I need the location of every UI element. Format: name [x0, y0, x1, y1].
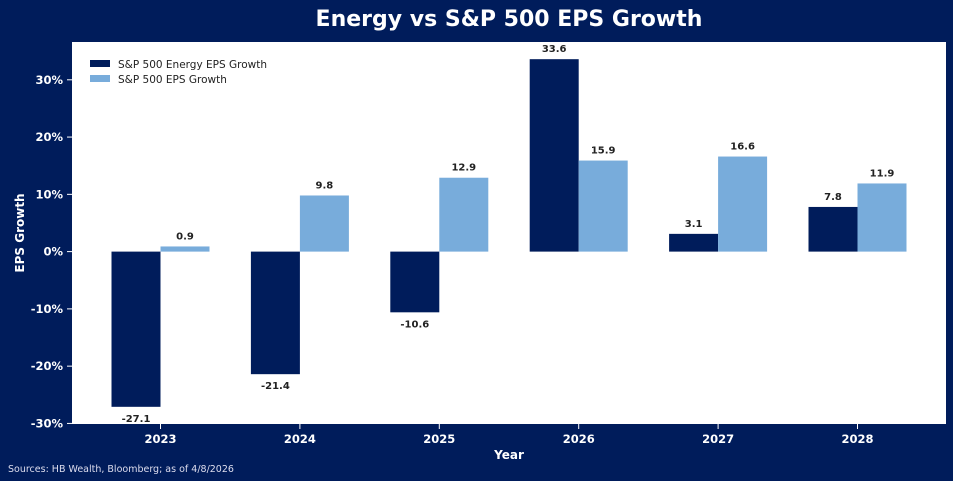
data-label: 3.1 — [685, 219, 703, 230]
bar-sp500-2025 — [439, 177, 489, 252]
bar-energy-2027 — [669, 233, 719, 252]
x-tick-label: 2024 — [284, 432, 316, 446]
bar-sp500-2027 — [718, 156, 768, 252]
y-tick-label: -20% — [31, 359, 64, 373]
legend: S&P 500 Energy EPS Growth S&P 500 EPS Gr… — [90, 59, 267, 86]
y-axis-label: EPS Growth — [13, 193, 27, 272]
bar-sp500-2028 — [857, 183, 907, 252]
data-label: 12.9 — [451, 163, 476, 174]
bar-energy-2024 — [250, 251, 300, 375]
x-tick-label: 2025 — [423, 432, 455, 446]
x-axis-label: Year — [493, 448, 524, 462]
x-tick-label: 2026 — [563, 432, 595, 446]
plot-area — [72, 42, 946, 424]
y-tick-label: -30% — [31, 416, 64, 430]
x-tick-label: 2027 — [702, 432, 734, 446]
y-tick-label: 20% — [35, 130, 63, 144]
data-label: 7.8 — [824, 192, 842, 203]
source-note: Sources: HB Wealth, Bloomberg; as of 4/8… — [8, 464, 234, 475]
data-label: -10.6 — [400, 319, 429, 330]
data-label: 11.9 — [870, 168, 895, 179]
bar-energy-2026 — [529, 59, 579, 252]
x-tick-label: 2023 — [144, 432, 176, 446]
chart-title: Energy vs S&P 500 EPS Growth — [316, 7, 703, 32]
data-label: 15.9 — [591, 146, 616, 157]
bar-sp500-2023 — [160, 246, 210, 252]
legend-swatch-sp500 — [90, 75, 110, 82]
legend-swatch-energy — [90, 60, 110, 67]
y-tick-label: -10% — [31, 302, 64, 316]
x-tick-label: 2028 — [841, 432, 873, 446]
legend-label-sp500: S&P 500 EPS Growth — [118, 74, 227, 86]
legend-label-energy: S&P 500 Energy EPS Growth — [118, 59, 267, 71]
data-label: -21.4 — [261, 381, 290, 392]
y-tick-label: 10% — [35, 187, 63, 201]
bar-sp500-2026 — [578, 160, 628, 252]
data-label: -27.1 — [122, 414, 151, 425]
data-label: 33.6 — [542, 44, 567, 55]
y-tick-label: 30% — [35, 73, 63, 87]
bar-sp500-2024 — [299, 195, 349, 252]
data-label: 16.6 — [730, 142, 755, 153]
data-label: 9.8 — [316, 180, 334, 191]
bar-energy-2023 — [111, 251, 161, 407]
y-tick-label: 0% — [43, 245, 63, 259]
bar-energy-2028 — [808, 206, 858, 252]
data-label: 0.9 — [176, 231, 194, 242]
bar-energy-2025 — [390, 251, 440, 313]
